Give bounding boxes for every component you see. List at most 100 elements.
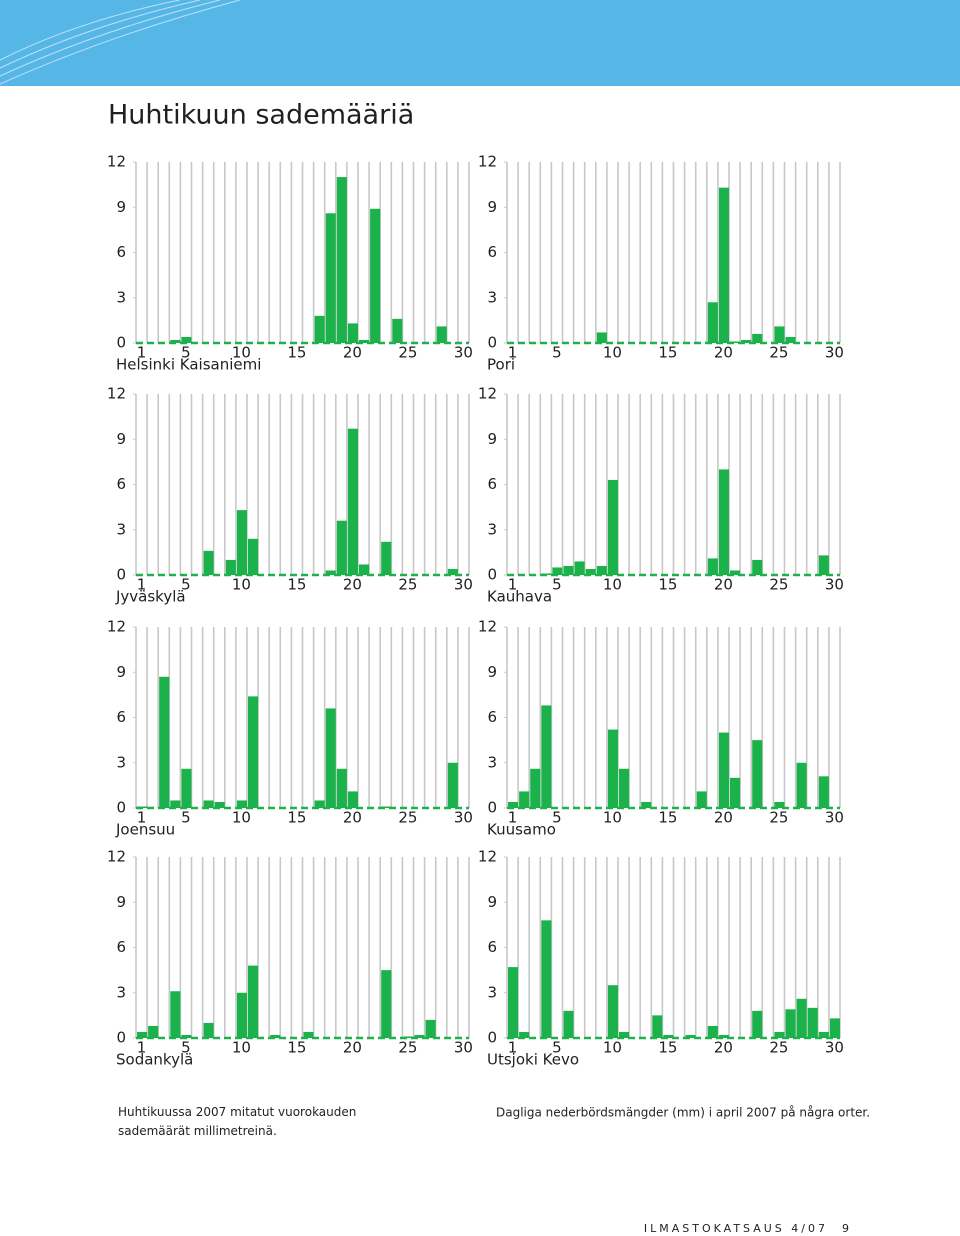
y-tick-label: 12: [478, 385, 497, 403]
bar: [347, 323, 358, 343]
x-tick-label: 20: [343, 344, 362, 362]
bar: [181, 1034, 192, 1038]
bar: [359, 564, 370, 575]
x-tick-label: 1: [137, 809, 147, 827]
header-band: [0, 0, 960, 86]
x-tick-label: 15: [658, 344, 677, 362]
bar: [774, 1031, 785, 1038]
x-tick-label: 20: [714, 1039, 733, 1057]
x-tick-label: 1: [508, 809, 518, 827]
bar: [170, 991, 181, 1038]
x-tick-label: 30: [454, 1039, 473, 1057]
x-tick-label: 15: [658, 809, 677, 827]
bar: [425, 1019, 436, 1038]
y-tick-label: 12: [478, 848, 497, 866]
bar: [336, 177, 347, 343]
x-tick-label: 10: [232, 809, 251, 827]
bar: [270, 1034, 281, 1038]
bar: [381, 970, 392, 1038]
x-tick-label: 20: [343, 576, 362, 594]
bar: [170, 339, 181, 343]
bar: [203, 1022, 214, 1038]
bar: [325, 213, 336, 343]
bar: [248, 538, 259, 575]
y-tick-label: 3: [116, 753, 126, 771]
x-tick-label: 1: [508, 576, 518, 594]
x-tick-label: 1: [137, 576, 147, 594]
bar: [519, 791, 530, 808]
x-tick-label: 30: [454, 344, 473, 362]
bar: [785, 1009, 796, 1038]
bar: [707, 558, 718, 575]
x-tick-label: 5: [181, 576, 191, 594]
y-tick-label: 3: [116, 983, 126, 1001]
y-tick-label: 3: [487, 753, 497, 771]
y-tick-label: 6: [116, 938, 126, 956]
x-tick-label: 25: [398, 344, 417, 362]
x-tick-label: 25: [769, 344, 788, 362]
y-tick-label: 9: [487, 430, 497, 448]
bar: [663, 1034, 674, 1038]
x-tick-label: 25: [398, 576, 417, 594]
x-tick-label: 5: [181, 344, 191, 362]
bar: [707, 1025, 718, 1038]
x-tick-label: 10: [232, 576, 251, 594]
bar: [370, 208, 381, 343]
bar: [347, 428, 358, 575]
y-tick-label: 9: [487, 663, 497, 681]
x-tick-label: 1: [137, 344, 147, 362]
bar: [718, 1034, 729, 1038]
y-tick-label: 6: [116, 243, 126, 261]
bar: [414, 1034, 425, 1038]
y-tick-label: 12: [478, 153, 497, 171]
bar: [563, 565, 574, 575]
bar: [552, 567, 563, 575]
chart-title: Kauhava: [487, 588, 552, 606]
bar: [519, 1031, 530, 1038]
bar: [325, 570, 336, 575]
y-tick-label: 0: [487, 566, 497, 584]
bar: [796, 762, 807, 808]
bar: [170, 800, 181, 808]
x-tick-label: 20: [714, 809, 733, 827]
bar: [730, 341, 741, 343]
bar: [541, 705, 552, 808]
bar: [236, 510, 247, 575]
caption-fi-box: Huhtikuussa 2007 mitatut vuorokauden sad…: [118, 1105, 356, 1138]
bar: [159, 676, 170, 808]
bar: [641, 801, 652, 808]
y-tick-label: 6: [116, 708, 126, 726]
chart-title: Kuusamo: [487, 821, 556, 839]
y-tick-label: 12: [478, 618, 497, 636]
bar: [718, 187, 729, 343]
bar: [214, 801, 225, 808]
y-tick-label: 12: [107, 153, 126, 171]
x-tick-label: 10: [603, 344, 622, 362]
bar: [508, 801, 519, 808]
footer-publication: ILMASTOKATSAUS 4/07: [644, 1222, 828, 1235]
x-tick-label: 5: [181, 1039, 191, 1057]
chart-title: Pori: [487, 356, 515, 374]
bar: [652, 1015, 663, 1038]
bar: [447, 568, 458, 575]
bar: [585, 568, 596, 575]
x-tick-label: 10: [603, 576, 622, 594]
bar: [137, 1031, 148, 1038]
bar: [818, 776, 829, 808]
y-tick-label: 9: [487, 198, 497, 216]
bar: [730, 570, 741, 575]
x-tick-label: 1: [508, 344, 518, 362]
bar: [774, 801, 785, 808]
x-tick-label: 30: [825, 344, 844, 362]
x-tick-label: 20: [343, 809, 362, 827]
x-tick-label: 30: [825, 1039, 844, 1057]
y-tick-label: 0: [487, 799, 497, 817]
x-tick-label: 25: [769, 809, 788, 827]
x-tick-label: 20: [343, 1039, 362, 1057]
y-tick-label: 12: [107, 848, 126, 866]
y-tick-label: 6: [487, 938, 497, 956]
y-tick-label: 9: [116, 663, 126, 681]
y-tick-label: 12: [107, 618, 126, 636]
bar: [685, 1034, 696, 1038]
x-tick-label: 25: [769, 576, 788, 594]
